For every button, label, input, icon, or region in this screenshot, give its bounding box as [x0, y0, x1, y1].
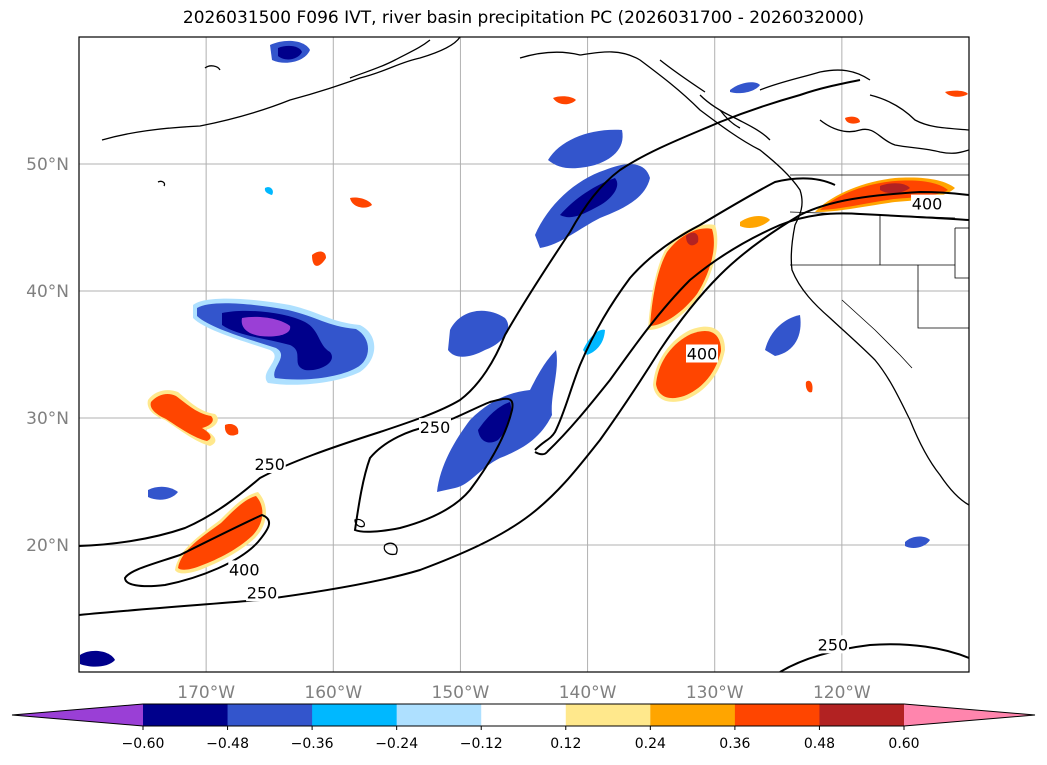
colorbar: −0.60 −0.48 −0.36 −0.24 −0.12 0.12 0.24 0.36 0.4…	[11, 703, 1036, 752]
colorbar-extend-min	[12, 704, 143, 726]
ivt-contour-label: 400	[687, 345, 718, 364]
longitude-tick-labels: 170°W 160°W 150°W 140°W 130°W 120°W	[177, 683, 871, 703]
map-background	[79, 37, 969, 672]
contour-label-background	[686, 344, 718, 363]
colorbar-tick-label: −0.48	[206, 736, 249, 752]
lat-tick-label: 20°N	[26, 536, 69, 556]
ivt-contour-label: 250	[818, 635, 849, 654]
coastlines	[101, 37, 969, 556]
colorbar-segment	[650, 704, 736, 726]
colorbar-segment	[734, 704, 820, 726]
contour-label-background	[246, 583, 279, 602]
colorbar-tick-label: −0.60	[122, 736, 165, 752]
lon-tick-label: 140°W	[559, 683, 617, 703]
political-boundaries	[789, 174, 969, 369]
ivt-contour-labels: 250 250 400 250 400 400 250	[228, 194, 944, 654]
colorbar-segment	[396, 704, 482, 726]
colorbar-segment	[819, 704, 905, 726]
colorbar-extend-max	[904, 704, 1035, 726]
ivt-contour-label: 400	[229, 560, 260, 579]
colorbar-tick-label: 0.24	[635, 736, 666, 752]
ivt-contour-label: 250	[420, 418, 451, 437]
colorbar-tick-label: −0.36	[291, 736, 334, 752]
contour-label-background	[816, 635, 849, 654]
lon-tick-label: 150°W	[432, 683, 490, 703]
colorbar-segment	[227, 704, 313, 726]
ivt-contours	[79, 79, 969, 672]
contour-label-background	[228, 560, 261, 579]
lon-tick-label: 120°W	[813, 683, 871, 703]
colorbar-segment	[481, 704, 567, 726]
precip-negative-areas	[80, 40, 930, 667]
ivt-contour-label: 250	[247, 583, 278, 602]
colorbar-tick-label: 0.60	[888, 736, 919, 752]
lat-tick-label: 30°N	[26, 409, 69, 429]
map-title: 2026031500 F096 IVT, river basin precipi…	[182, 8, 865, 28]
colorbar-tick-label: −0.12	[460, 736, 503, 752]
lat-tick-label: 40°N	[26, 282, 69, 302]
colorbar-segment	[312, 704, 398, 726]
colorbar-tick-label: 0.48	[804, 736, 835, 752]
lat-tick-label: 50°N	[26, 155, 69, 175]
colorbar-tick-label: −0.24	[375, 736, 418, 752]
contour-label-background	[911, 194, 944, 213]
colorbar-segment	[565, 704, 651, 726]
colorbar-segment	[143, 704, 229, 726]
colorbar-tick-label: 0.36	[719, 736, 750, 752]
ivt-contour-label: 400	[912, 195, 943, 214]
colorbar-tick-label: 0.12	[550, 736, 581, 752]
contour-label-background	[253, 454, 286, 473]
ivt-contour-label: 250	[254, 455, 285, 474]
latitude-tick-labels: 20°N 30°N 40°N 50°N	[26, 155, 69, 556]
contour-label-background	[419, 418, 451, 437]
lon-tick-label: 130°W	[686, 683, 744, 703]
map-frame	[78, 36, 970, 673]
lon-tick-label: 160°W	[304, 683, 362, 703]
lon-tick-label: 170°W	[177, 683, 235, 703]
